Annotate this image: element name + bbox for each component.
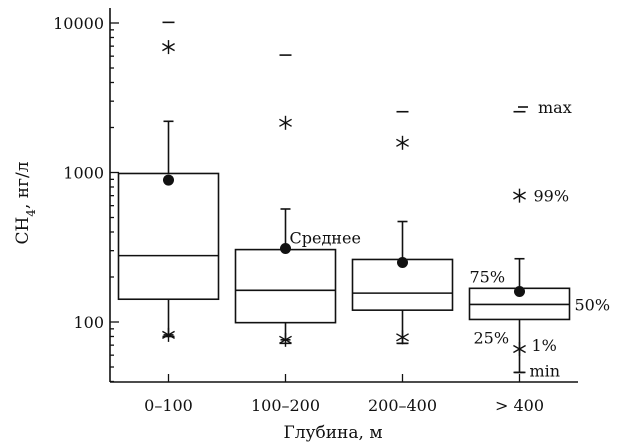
x-axis-ticks: 0–100 100–200 200–400 > 400 [144,374,544,415]
mean-marker [397,257,408,269]
box-group-0 [117,21,220,342]
y-tick-label: 10000 [53,14,104,33]
x-tick-label: 200–400 [368,396,437,415]
boxes [117,21,571,374]
annotation-p25: 25% [474,328,510,347]
annotation-p99: 99% [534,187,570,206]
annotation-min: min [530,361,561,380]
annotation-p1: 1% [532,336,557,355]
annotations: Среднее max 99% 75% 50% 25% 1% min [290,98,611,380]
x-axis-title: Глубина, м [283,423,382,442]
annotation-p50: 50% [575,295,611,314]
ylabel-rest: , нг/л [13,161,33,209]
p99-marker [396,135,409,150]
p1-marker [513,341,526,356]
y-axis-title: CH4, нг/л [13,161,38,244]
ylabel-sub: 4 [24,209,38,217]
mean-marker [514,285,525,297]
x-tick-label: 100–200 [251,396,320,415]
mean-marker [163,174,174,186]
y-tick-label: 100 [73,313,104,332]
x-tick-label: 0–100 [144,396,193,415]
p1-marker [162,327,175,342]
axes [109,8,578,383]
box-group-2 [351,110,454,345]
p99-marker [162,40,175,55]
mean-marker [280,243,291,255]
box-group-3 [468,110,571,374]
annotation-max: max [538,98,572,117]
ylabel-main: CH [13,217,33,245]
box-iqr [117,172,220,301]
x-tick-label: > 400 [495,396,544,415]
y-tick-label: 1000 [63,164,104,183]
box-iqr [234,248,337,324]
annotation-mean: Среднее [290,229,361,248]
y-axis-ticks: 100 1000 10000 [53,14,119,383]
box-group-1 [234,54,337,347]
p99-marker [513,188,526,203]
p1-marker [279,332,292,347]
p99-marker [279,115,292,130]
annotation-p75: 75% [470,267,506,286]
p1-marker [396,330,409,345]
